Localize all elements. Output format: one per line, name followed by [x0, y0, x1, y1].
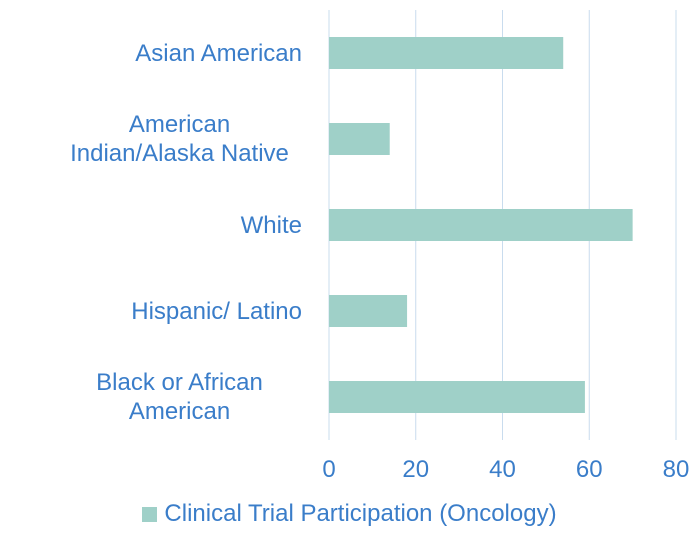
bar: [329, 37, 564, 69]
bar: [329, 381, 585, 413]
category-text: Hispanic/ Latino: [131, 297, 302, 325]
bar: [329, 295, 408, 327]
x-tick-label: 40: [489, 456, 516, 483]
x-tick-label: 60: [575, 456, 603, 483]
bar: [329, 209, 633, 241]
category-label: Asian American: [135, 13, 302, 93]
bar: [329, 123, 390, 155]
x-tick-label: 0: [322, 456, 336, 483]
category-label: American Indian/Alaska Native: [57, 99, 302, 179]
legend-label: Clinical Trial Participation (Oncology): [164, 500, 557, 527]
category-label: White: [241, 185, 302, 265]
category-label: Hispanic/ Latino: [131, 271, 302, 351]
x-tick-label: 80: [662, 456, 690, 483]
category-text: Asian American: [135, 39, 302, 67]
legend: Clinical Trial Participation (Oncology): [0, 500, 699, 528]
category-text: American Indian/Alaska Native: [70, 111, 289, 167]
category-text: White: [240, 211, 302, 239]
category-text: Black or African American: [96, 369, 263, 425]
category-label: Black or African American: [57, 357, 302, 437]
x-tick-label: 20: [402, 456, 430, 483]
legend-swatch: [142, 506, 158, 522]
